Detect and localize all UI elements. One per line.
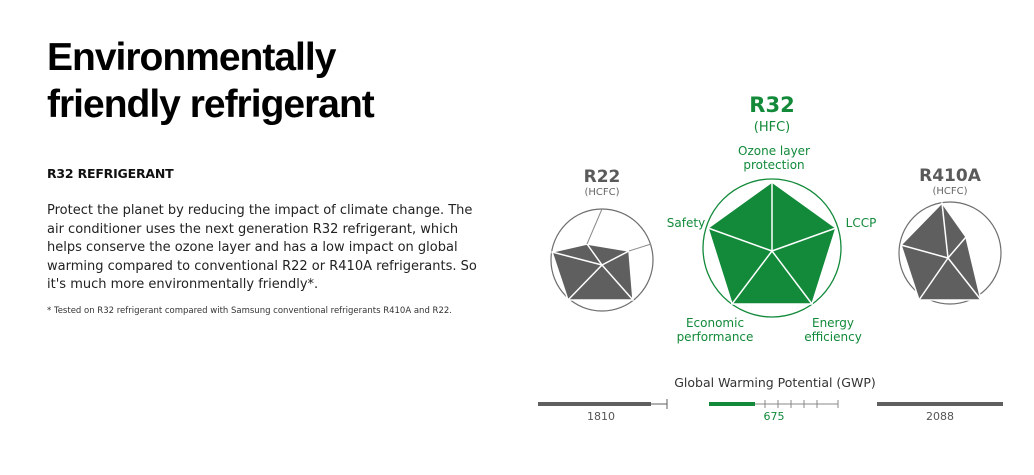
title-line-2: friendly refrigerant xyxy=(47,83,375,126)
r22-radar-outer-spokes xyxy=(586,208,652,252)
r410a-label: R410A xyxy=(919,166,982,186)
r32-radar-spokes xyxy=(707,182,837,305)
gwp-title: Global Warming Potential (GWP) xyxy=(674,375,876,390)
r22-radar: R22 (HCFC) xyxy=(550,167,654,312)
gwp-value-r410a: 2088 xyxy=(926,410,954,423)
axis-label-ozone-1: Ozone layer xyxy=(738,144,810,158)
r410a-type-label: (HCFC) xyxy=(932,186,967,197)
gwp-bar-r32-ticks xyxy=(764,400,839,408)
r32-radar: R32 (HFC) Ozone layer protection LCCP Sa… xyxy=(667,93,877,344)
r22-radar-spokes xyxy=(551,243,634,301)
r32-label: R32 xyxy=(749,93,794,117)
section-subheading: R32 REFRIGERANT xyxy=(47,166,174,181)
title-line-1: Environmentally xyxy=(47,36,336,79)
gwp-value-r22: 1810 xyxy=(587,410,615,423)
gwp-bar-r32: 675 xyxy=(709,400,839,423)
axis-label-lccp: LCCP xyxy=(846,216,877,230)
axis-label-ozone-2: protection xyxy=(743,158,804,172)
axis-label-economic-2: performance xyxy=(677,330,754,344)
gwp-bar-r22: 1810 xyxy=(538,399,668,423)
footnote-text: * Tested on R32 refrigerant compared wit… xyxy=(47,306,452,316)
axis-label-energy-2: efficiency xyxy=(804,330,862,344)
r22-type-label: (HCFC) xyxy=(584,187,619,198)
r410a-radar: R410A (HCFC) xyxy=(898,166,1002,305)
r32-type-label: (HFC) xyxy=(754,120,790,135)
description-text: Protect the planet by reducing the impac… xyxy=(47,203,477,292)
axis-label-energy-1: Energy xyxy=(812,316,854,330)
page-title: Environmentally friendly refrigerant xyxy=(47,34,375,128)
r22-label: R22 xyxy=(584,167,621,187)
axis-label-economic-1: Economic xyxy=(686,316,744,330)
gwp-section: Global Warming Potential (GWP) 1810 675 … xyxy=(538,375,1003,423)
gwp-bar-r410a: 2088 xyxy=(877,402,1003,423)
gwp-value-r32: 675 xyxy=(764,410,785,423)
axis-label-safety: Safety xyxy=(667,216,705,230)
r410a-radar-spokes xyxy=(900,202,982,301)
